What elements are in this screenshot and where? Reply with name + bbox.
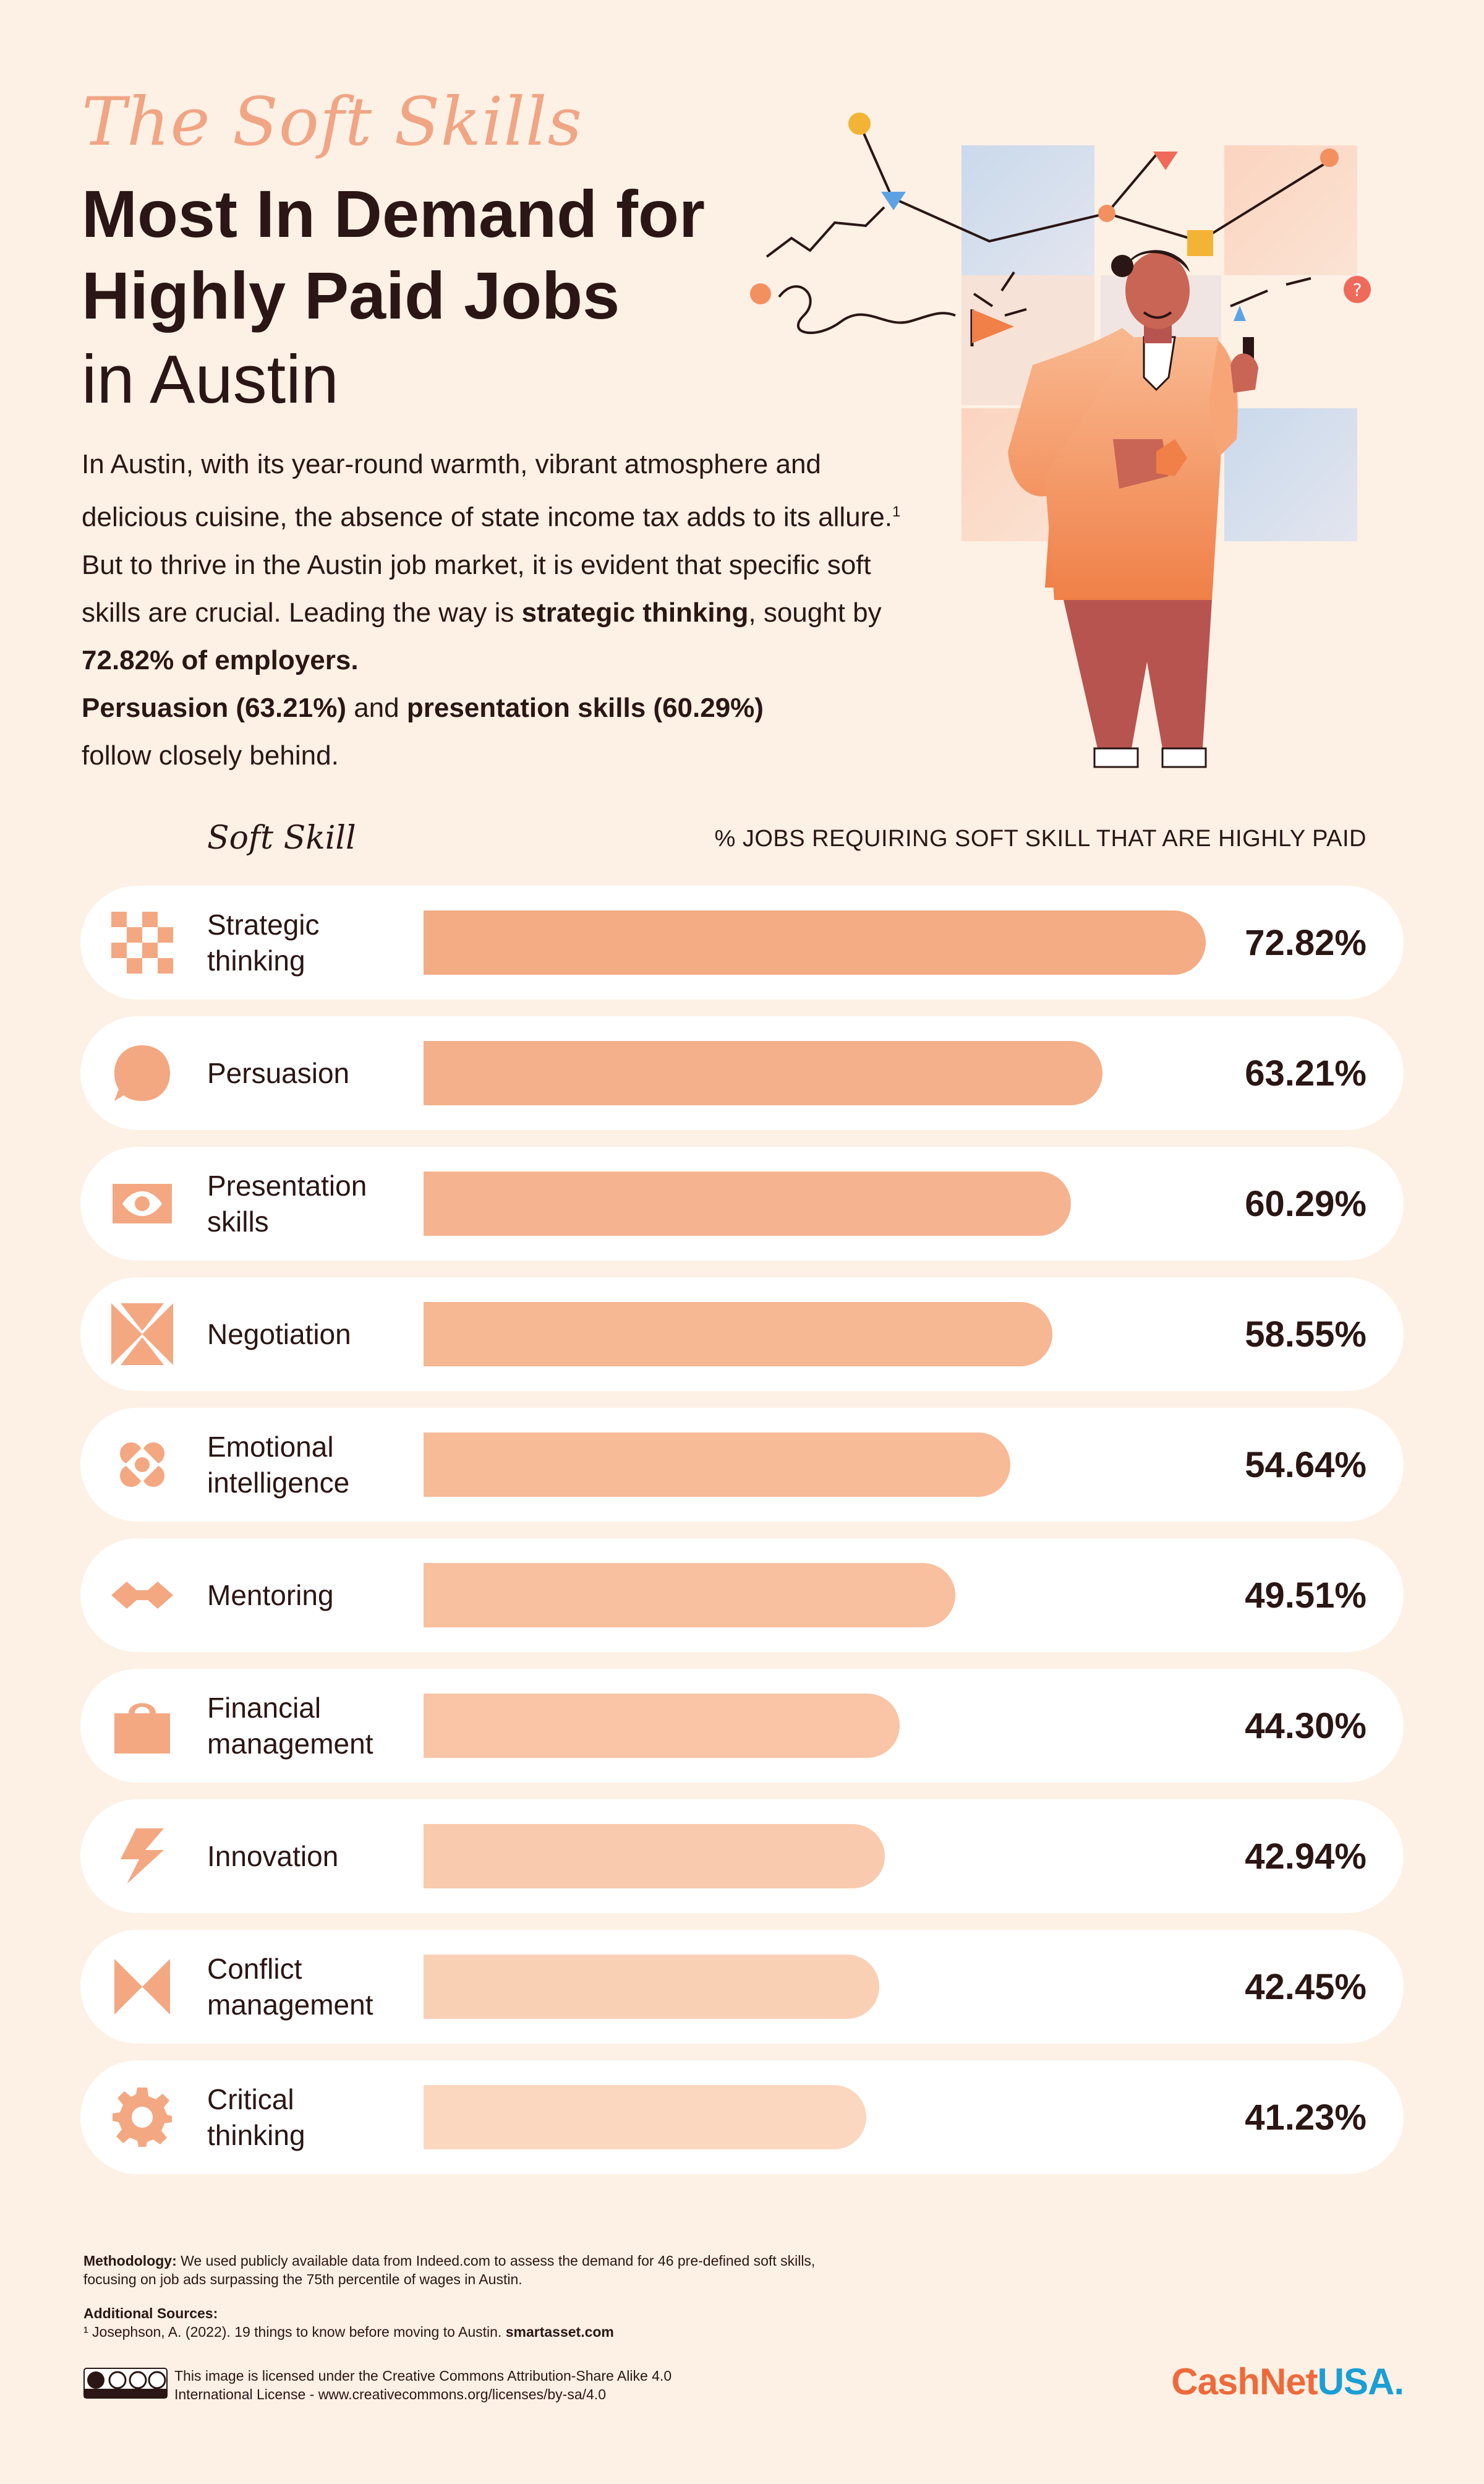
speech-bubble-icon [111,1042,173,1104]
table-row: Innovation 42.94% [80,1799,1404,1913]
skill-label: Persuasion [207,1057,350,1089]
title-line-2: Highly Paid Jobs [82,258,620,333]
value-label: 49.51% [1245,1575,1367,1616]
bar [424,1824,885,1888]
skill-label: Innovation [207,1840,339,1872]
value-label: 72.82% [1245,922,1367,963]
table-row: Presentation skills 60.29% [80,1147,1404,1261]
value-label: 60.29% [1245,1183,1367,1224]
table-row: Critical thinking 41.23% [80,2060,1404,2174]
source-text: ¹ Josephson, A. (2022). 19 things to kno… [83,2324,506,2340]
diamonds-icon [111,1564,173,1626]
network-nodes: ? [750,113,1371,304]
intro-text-2: But to thrive in the Austin job market, … [82,549,871,628]
methodology-note: Methodology: We used publicly available … [83,2251,825,2289]
checker-icon [111,912,173,974]
intro-bold-1: strategic thinking [521,597,749,628]
eye-icon [111,1173,173,1235]
value-label: 42.45% [1245,1966,1367,2007]
table-row: Negotiation 58.55% [80,1277,1404,1391]
intro-text-1: In Austin, with its year-round warmth, v… [82,449,892,533]
lightning-icon [111,1825,173,1887]
hourglass-icon [111,1956,173,2018]
footnote-mark: 1 [892,503,901,520]
license-text: This image is licensed under the Creativ… [174,2368,672,2402]
table-row: Conflict management 42.45% [80,1930,1404,2044]
table-row: Mentoring 49.51% [80,1538,1404,1652]
methodology-label: Methodology: [83,2253,177,2269]
page-title: Most In Demand for Highly Paid Jobs [82,173,811,336]
title-line-1: Most In Demand for [82,176,706,251]
column-header-percent: % JOBS REQUIRING SOFT SKILL THAT ARE HIG… [714,826,1367,852]
value-label: 41.23% [1245,2097,1367,2138]
table-row: Financial management 44.30% [80,1669,1404,1783]
bag-icon [111,1695,173,1757]
table-row: Strategic thinking 72.82% [80,886,1404,1000]
skill-label: Conflict management [207,1953,373,2021]
skill-label: Financial management [207,1692,373,1760]
person-figure [1008,250,1258,768]
value-label: 42.94% [1245,1836,1367,1877]
column-header-skill: Soft Skill [207,820,356,857]
bar [424,1302,1052,1366]
intro-bold-2: 72.82% of employers. [82,645,359,675]
value-label: 44.30% [1245,1705,1367,1746]
table-row: Emotional intelligence 54.64% [80,1408,1404,1522]
bar [424,1041,1102,1105]
table-row: Persuasion 63.21% [80,1016,1404,1130]
bar [424,1171,1071,1236]
skill-label: Critical thinking [207,2083,305,2151]
intro-paragraph: In Austin, with its year-round warmth, v… [82,440,904,779]
bar [424,910,1206,975]
value-label: 58.55% [1245,1314,1367,1355]
methodology-text: We used publicly available data from Ind… [83,2253,816,2287]
skill-label: Negotiation [207,1318,351,1350]
skill-label: Strategic thinking [207,909,320,977]
skill-label: Presentation skills [207,1170,367,1238]
illustration: ? [750,113,1371,768]
bar [424,1433,1010,1497]
bar [424,1694,900,1758]
logo-dot: . [1394,2361,1404,2402]
cashnetusa-logo: CashNetUSA. [1171,2360,1404,2403]
svg-text:?: ? [1353,280,1362,300]
intro-text-5: follow closely behind. [82,740,339,771]
intro-text-4: and [346,692,407,723]
cc-license-badge-icon [83,2368,168,2399]
additional-sources: Additional Sources: ¹ Josephson, A. (202… [83,2304,825,2341]
logo-part-1: CashNet [1171,2361,1318,2402]
intro-bold-4: presentation skills (60.29%) [406,692,764,723]
logo-part-2: USA [1317,2361,1395,2402]
gear-icon [111,2086,173,2148]
title-city: in Austin [82,341,339,418]
value-label: 54.64% [1245,1444,1367,1485]
bar [424,2085,866,2149]
value-label: 63.21% [1245,1053,1367,1094]
intro-bold-3: Persuasion (63.21%) [82,692,346,723]
script-title: The Soft Skills [82,84,583,161]
skill-label: Emotional intelligence [207,1431,350,1499]
flag-icon [970,309,1014,346]
bowtie-icon [111,1303,173,1365]
network-lines [765,123,1331,335]
bar [424,1955,879,2019]
intro-text-3: , sought by [748,597,882,628]
skill-label: Mentoring [207,1579,334,1611]
sources-label: Additional Sources: [83,2305,218,2321]
source-site: smartasset.com [505,2324,614,2340]
hearts-icon [111,1434,173,1496]
bar [424,1563,955,1627]
